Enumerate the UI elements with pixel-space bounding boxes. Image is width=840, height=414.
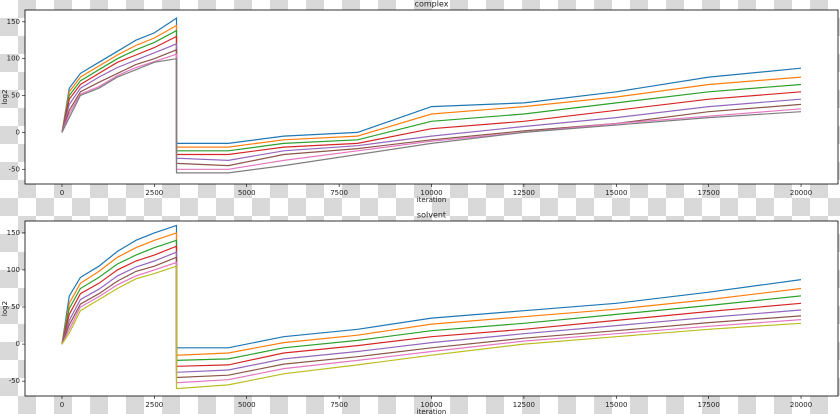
lines [61, 16, 802, 174]
x-tick-label: 10000 [420, 189, 442, 197]
y-tick-label: 0 [16, 128, 20, 136]
axes: 0 2500 5000 7500 10000 12500 15000 17500 20000 -5… [1, 0, 839, 204]
x-tick-label: 0 [60, 189, 64, 197]
x-axis-label: iteration [417, 408, 447, 414]
x-tick-label: 12500 [513, 189, 535, 197]
lines [61, 224, 802, 390]
x-tick-label: 20000 [790, 189, 812, 197]
y-tick-label: -50 [9, 377, 20, 385]
x-tick-label: 12500 [513, 401, 535, 409]
y-tick-label: 100 [7, 55, 20, 63]
x-tick-label: 7500 [330, 401, 348, 409]
x-tick-label: 2500 [145, 401, 163, 409]
x-tick-label: 20000 [790, 401, 812, 409]
x-tick-label: 15000 [605, 401, 627, 409]
x-tick-label: 5000 [238, 401, 256, 409]
chart-title: complex [415, 0, 449, 9]
y-tick-label: 100 [7, 266, 20, 274]
y-tick-label: 50 [11, 92, 20, 100]
x-tick-label: 15000 [605, 189, 627, 197]
series-line [61, 57, 802, 174]
y-axis-label: log2 [1, 89, 9, 104]
y-tick-label: 0 [16, 340, 20, 348]
series-line [61, 265, 802, 390]
y-tick-label: 150 [7, 18, 20, 26]
axes: 0 2500 5000 7500 10000 12500 15000 17500 20000 -5… [1, 211, 839, 414]
x-tick-label: 17500 [698, 401, 720, 409]
x-tick-label: 7500 [330, 189, 348, 197]
y-tick-label: 150 [7, 229, 20, 237]
x-tick-label: 0 [60, 401, 64, 409]
y-tick-label: 50 [11, 303, 20, 311]
plot-area [25, 221, 838, 396]
y-tick-label: -50 [9, 165, 20, 173]
chart-title: solvent [417, 211, 446, 220]
x-tick-label: 10000 [420, 401, 442, 409]
x-tick-label: 5000 [238, 189, 256, 197]
x-axis-label: iteration [417, 196, 447, 204]
x-tick-label: 17500 [698, 189, 720, 197]
x-tick-label: 2500 [145, 189, 163, 197]
y-axis-label: log2 [1, 301, 9, 316]
